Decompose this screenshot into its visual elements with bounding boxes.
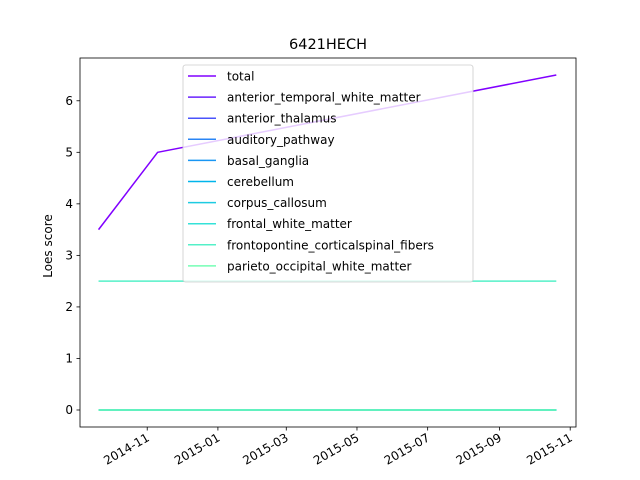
series-layer (97, 74, 557, 411)
legend-label: basal_ganglia (227, 154, 309, 168)
y-tick-label: 2 (65, 300, 73, 314)
legend-label: total (227, 70, 254, 84)
chart-title: 6421HECH (289, 37, 367, 53)
legend-label: cerebellum (227, 175, 294, 189)
y-tick-label: 3 (65, 248, 73, 262)
legend-label: corpus_callosum (227, 196, 327, 210)
legend-label: anterior_temporal_white_matter (227, 91, 421, 105)
plot-frame (79, 57, 577, 428)
y-tick-label: 5 (65, 145, 73, 159)
legend-label: frontopontine_corticalspinal_fibers (227, 238, 434, 252)
y-tick-label: 1 (65, 351, 73, 365)
legend-box (182, 64, 474, 283)
legend-label: parieto_occipital_white_matter (227, 259, 412, 273)
legend-label: auditory_pathway (227, 133, 335, 147)
y-tick-label: 6 (65, 94, 73, 108)
y-tick-label: 4 (65, 197, 73, 211)
legend-label: anterior_thalamus (227, 112, 337, 126)
y-axis-label: Loes score (41, 214, 55, 278)
legend: total anterior_temporal_white_matteranter… (182, 64, 474, 283)
legend-label: frontal_white_matter (227, 217, 352, 231)
y-tick-label: 0 (65, 403, 73, 417)
